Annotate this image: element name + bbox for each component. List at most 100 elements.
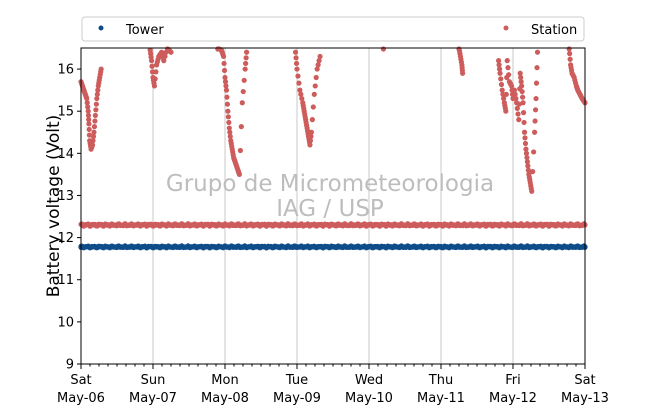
- point-station: [573, 80, 579, 86]
- point-station: [518, 79, 524, 85]
- point-station: [162, 53, 168, 60]
- point-station: [517, 70, 523, 76]
- point-station: [531, 149, 537, 155]
- point-station: [567, 56, 573, 62]
- point-station: [498, 81, 505, 88]
- point-station: [314, 66, 320, 72]
- y-axis: 9 10 11 12 13 14 15 16: [57, 63, 81, 373]
- point-station: [459, 67, 465, 74]
- point-station: [148, 54, 154, 60]
- point-station: [516, 117, 522, 123]
- point-tower: [438, 244, 444, 250]
- x-tick-day-1: Sun: [141, 373, 166, 388]
- point-station: [522, 140, 529, 147]
- x-tick-date-3: May-09: [273, 391, 321, 406]
- point-station: [298, 91, 304, 97]
- point-station: [532, 107, 539, 113]
- point-station: [153, 69, 159, 75]
- x-tick-date-5: May-11: [417, 391, 465, 406]
- point-station: [85, 104, 91, 110]
- point-station: [96, 77, 102, 83]
- point-station: [566, 46, 572, 52]
- legend-box: [81, 16, 585, 42]
- x-tick-date-6: May-12: [489, 391, 537, 406]
- point-station: [94, 95, 100, 102]
- point-station: [299, 95, 305, 102]
- point-station: [520, 110, 527, 116]
- point-tower: [330, 244, 336, 250]
- point-station: [304, 122, 310, 128]
- point-station: [527, 177, 533, 183]
- point-station: [530, 168, 536, 175]
- point-station: [98, 69, 104, 75]
- point-station: [86, 132, 92, 138]
- legend: Tower Station: [81, 16, 585, 42]
- point-station: [533, 95, 539, 102]
- point-station: [227, 133, 233, 140]
- point-station: [91, 124, 98, 130]
- point-station: [533, 80, 540, 86]
- point-station: [296, 80, 302, 86]
- x-tick-day-4: Wed: [355, 373, 383, 388]
- point-station: [567, 51, 573, 57]
- point-station: [244, 49, 250, 55]
- point-station: [524, 154, 530, 161]
- point-station: [221, 60, 227, 67]
- point-station: [516, 101, 522, 107]
- x-tick-date-4: May-10: [345, 391, 393, 406]
- point-station: [240, 88, 246, 95]
- point-station: [313, 74, 319, 81]
- point-station: [221, 67, 228, 74]
- point-station: [224, 94, 230, 100]
- point-tower: [258, 243, 264, 250]
- point-station: [512, 91, 518, 97]
- point-station: [496, 66, 503, 72]
- point-station: [504, 58, 510, 64]
- point-station: [528, 185, 534, 192]
- point-station: [508, 81, 514, 88]
- x-axis: Sat May-06 Sun May-07 Mon May-08 Tue May-09 Wed M…: [57, 364, 609, 406]
- point-station: [85, 112, 92, 119]
- point-station: [310, 104, 316, 110]
- point-station: [152, 76, 158, 82]
- point-station: [295, 73, 301, 79]
- point-station: [316, 58, 322, 64]
- point-station: [95, 87, 101, 93]
- point-tower: [510, 244, 516, 250]
- point-station: [308, 133, 314, 140]
- point-station: [519, 88, 525, 95]
- x-tick-day-7: Sat: [574, 373, 595, 388]
- point-station: [311, 91, 317, 97]
- x-tick-day-5: Thu: [428, 373, 453, 388]
- point-station: [90, 133, 97, 140]
- x-tick-day-0: Sat: [70, 373, 91, 388]
- plot-background: [81, 48, 585, 364]
- y-tick-label-12: 12: [57, 231, 74, 246]
- point-tower: [294, 244, 300, 250]
- watermark-line-1: Grupo de Micrometeorologia: [166, 171, 494, 197]
- point-station: [91, 129, 97, 135]
- point-station: [496, 58, 502, 64]
- point-station: [317, 53, 323, 60]
- point-station: [94, 91, 100, 97]
- point-station: [457, 51, 463, 57]
- point-station: [532, 129, 538, 135]
- point-station: [581, 98, 587, 104]
- point-station: [568, 67, 575, 74]
- point-station: [223, 83, 229, 89]
- point-station: [86, 121, 92, 127]
- point-station: [90, 138, 96, 144]
- point-station: [93, 107, 99, 113]
- point-station: [501, 95, 507, 102]
- point-station: [532, 118, 538, 124]
- y-tick-label-14: 14: [57, 147, 74, 162]
- point-station: [85, 108, 91, 114]
- point-station: [534, 49, 541, 55]
- point-station: [506, 72, 512, 78]
- point-station: [458, 59, 464, 65]
- x-tick-day-6: Fri: [505, 373, 521, 388]
- point-station: [220, 51, 226, 57]
- x-tick-date-1: May-07: [129, 391, 177, 406]
- tower-series: [78, 243, 588, 251]
- point-station: [503, 91, 509, 97]
